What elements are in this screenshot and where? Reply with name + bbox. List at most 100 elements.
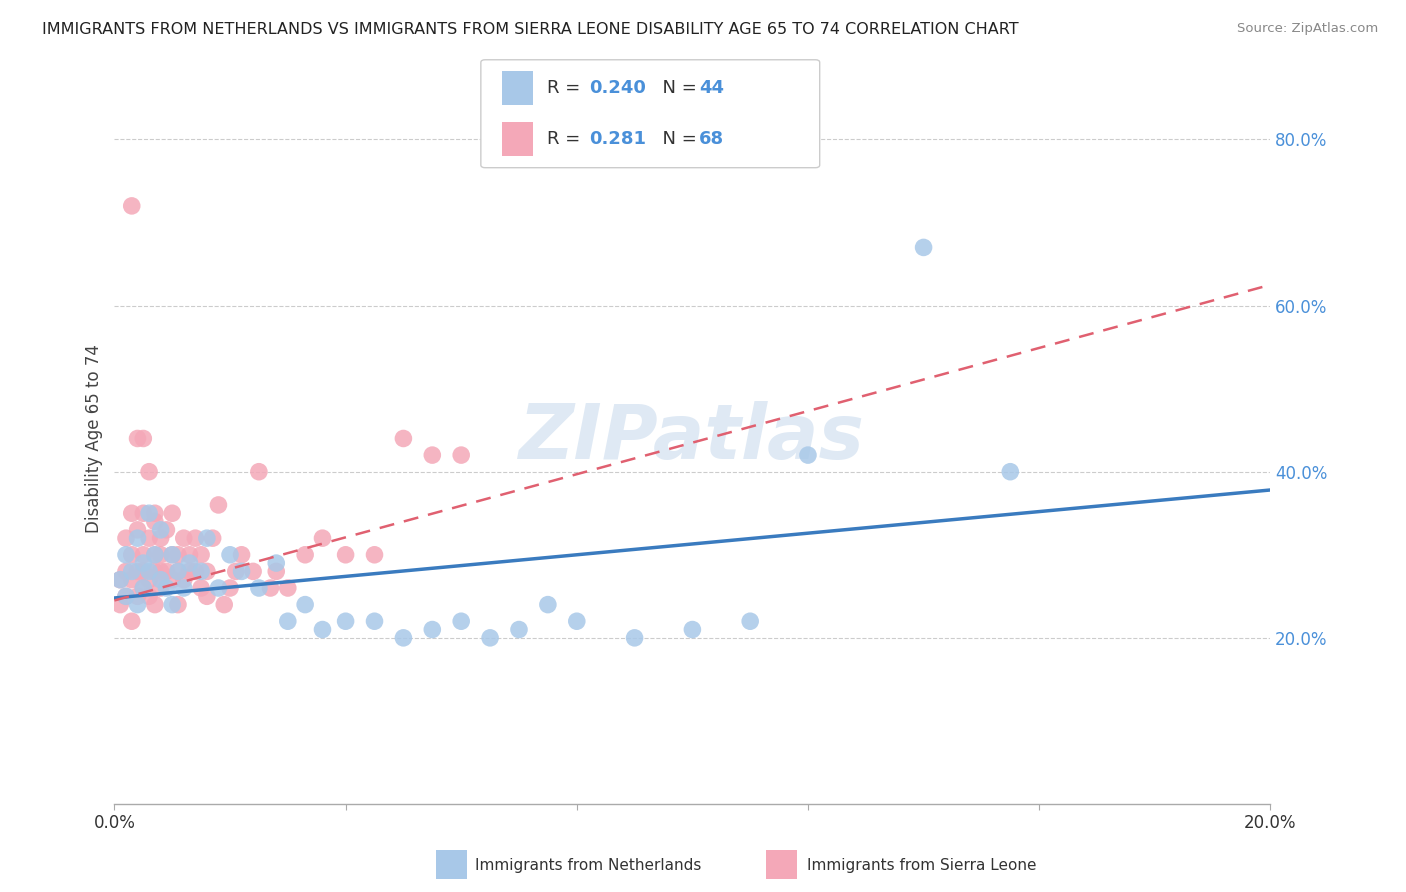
- Point: [115, 531, 138, 545]
- Point: [143, 598, 166, 612]
- Point: [420, 448, 443, 462]
- Point: [167, 565, 190, 579]
- Text: Source: ZipAtlas.com: Source: ZipAtlas.com: [1237, 22, 1378, 36]
- Point: [207, 498, 229, 512]
- Point: [149, 548, 172, 562]
- Point: [167, 598, 190, 612]
- Point: [143, 565, 166, 579]
- Text: IMMIGRANTS FROM NETHERLANDS VS IMMIGRANTS FROM SIERRA LEONE DISABILITY AGE 65 TO: IMMIGRANTS FROM NETHERLANDS VS IMMIGRANT…: [42, 22, 1019, 37]
- Point: [149, 565, 172, 579]
- Text: Immigrants from Netherlands: Immigrants from Netherlands: [475, 858, 702, 872]
- Point: [108, 598, 131, 612]
- Text: 44: 44: [699, 79, 724, 97]
- Point: [219, 548, 242, 562]
- Point: [143, 515, 166, 529]
- Point: [160, 548, 183, 562]
- Point: [155, 581, 177, 595]
- Point: [160, 573, 183, 587]
- Point: [155, 565, 177, 579]
- Point: [392, 631, 415, 645]
- Point: [127, 565, 149, 579]
- Point: [127, 531, 149, 545]
- Point: [219, 581, 242, 595]
- Point: [277, 581, 299, 595]
- Point: [173, 531, 195, 545]
- Point: [912, 240, 935, 254]
- Point: [167, 548, 190, 562]
- Point: [132, 556, 155, 570]
- Point: [363, 614, 385, 628]
- Point: [127, 523, 149, 537]
- Point: [190, 581, 212, 595]
- Point: [201, 531, 224, 545]
- Point: [335, 614, 357, 628]
- Point: [623, 631, 645, 645]
- Point: [160, 598, 183, 612]
- Point: [132, 581, 155, 595]
- Point: [115, 548, 138, 562]
- Point: [143, 506, 166, 520]
- Point: [115, 565, 138, 579]
- Y-axis label: Disability Age 65 to 74: Disability Age 65 to 74: [86, 344, 103, 533]
- Text: N =: N =: [651, 130, 703, 148]
- Point: [537, 598, 560, 612]
- Point: [681, 623, 703, 637]
- Text: N =: N =: [651, 79, 703, 97]
- Point: [160, 548, 183, 562]
- Point: [231, 565, 253, 579]
- Point: [138, 590, 160, 604]
- Point: [294, 598, 316, 612]
- Point: [149, 573, 172, 587]
- Point: [127, 598, 149, 612]
- Point: [207, 581, 229, 595]
- Point: [190, 565, 212, 579]
- Point: [132, 506, 155, 520]
- Point: [264, 565, 287, 579]
- Point: [173, 581, 195, 595]
- Point: [132, 565, 155, 579]
- Text: R =: R =: [547, 130, 592, 148]
- Point: [138, 465, 160, 479]
- Point: [565, 614, 588, 628]
- Point: [121, 565, 143, 579]
- Text: Immigrants from Sierra Leone: Immigrants from Sierra Leone: [807, 858, 1036, 872]
- Point: [121, 548, 143, 562]
- Point: [247, 465, 270, 479]
- Text: 68: 68: [699, 130, 724, 148]
- Point: [195, 590, 218, 604]
- Point: [127, 590, 149, 604]
- Point: [740, 614, 762, 628]
- Point: [311, 531, 333, 545]
- Point: [335, 548, 357, 562]
- Point: [115, 590, 138, 604]
- Point: [121, 199, 143, 213]
- Point: [149, 531, 172, 545]
- Text: R =: R =: [547, 79, 586, 97]
- Text: ZIPatlas: ZIPatlas: [519, 401, 865, 475]
- Point: [121, 573, 143, 587]
- Point: [392, 432, 415, 446]
- Point: [212, 598, 235, 612]
- Point: [127, 432, 149, 446]
- Point: [149, 523, 172, 537]
- Point: [115, 590, 138, 604]
- Point: [184, 565, 207, 579]
- Point: [195, 531, 218, 545]
- Point: [420, 623, 443, 637]
- Point: [277, 614, 299, 628]
- Point: [264, 556, 287, 570]
- Point: [195, 565, 218, 579]
- Point: [138, 506, 160, 520]
- Point: [160, 506, 183, 520]
- Point: [363, 548, 385, 562]
- Point: [179, 548, 201, 562]
- Point: [132, 432, 155, 446]
- Point: [179, 565, 201, 579]
- Point: [143, 548, 166, 562]
- Text: 0.281: 0.281: [589, 130, 647, 148]
- Point: [138, 573, 160, 587]
- Point: [138, 531, 160, 545]
- Point: [138, 565, 160, 579]
- Point: [190, 548, 212, 562]
- Point: [247, 581, 270, 595]
